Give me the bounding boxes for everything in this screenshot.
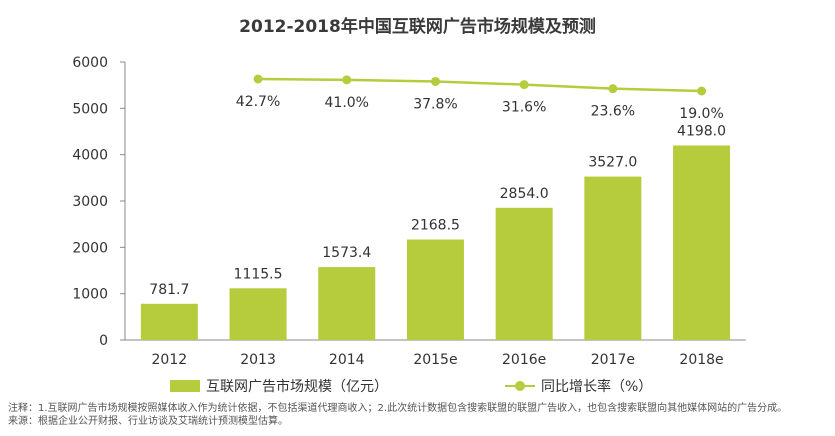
bar-value-label: 2168.5 [411,218,460,234]
chart-notes: 注释：1.互联网广告市场规模按照媒体收入作为统计依据，不包括渠道代理商收入；2.… [8,402,787,428]
growth-rate-label: 23.6% [591,104,635,120]
bar-2012 [140,303,198,340]
bar-value-label: 1115.5 [234,266,283,282]
bar-2014 [318,267,376,340]
y-tick-label: 5000 [72,101,108,117]
bar-2016e [495,207,553,340]
growth-rate-point [519,80,529,90]
y-tick-label: 3000 [72,194,108,210]
growth-rate-line [258,77,702,93]
note-line-1: 注释：1.互联网广告市场规模按照媒体收入作为统计依据，不包括渠道代理商收入；2.… [8,403,788,414]
x-tick-label: 2014 [329,352,365,368]
y-tick-label: 1000 [72,287,108,303]
bar-value-label: 1573.4 [322,245,371,261]
bar-2017e [584,176,642,340]
y-tick-label: 4000 [72,148,108,164]
note-line-2: 来源：根据企业公开财报、行业访谈及艾瑞统计预测模型估算。 [8,416,288,427]
growth-rate-label: 41.0% [325,95,369,111]
bar-2013 [229,288,287,340]
growth-rate-label: 31.6% [502,100,546,116]
growth-rate-point [608,84,618,94]
legend-bar: 互联网广告市场规模（亿元） [170,376,388,396]
y-tick-label: 0 [99,333,108,349]
chart-plot: 0 1000 2000 3000 4000 5000 6000 781.7 2012 1115.5… [72,55,746,368]
bar-value-label: 3527.0 [588,155,637,171]
growth-rate-label: 42.7% [236,94,280,110]
chart-title: 2012-2018年中国互联网广告市场规模及预测 [239,17,596,37]
bar-2018e [673,145,731,340]
x-tick-label: 2018e [679,352,723,368]
growth-rate-point [342,75,352,85]
bar-value-label: 781.7 [149,282,189,298]
x-tick-label: 2013 [240,352,276,368]
legend-bar-swatch [170,380,200,392]
x-tick-label: 2017e [591,352,635,368]
x-tick-label: 2012 [152,352,188,368]
x-tick-label: 2016e [502,352,546,368]
bar-2015e [406,239,464,340]
growth-rate-label: 19.0% [679,106,723,122]
growth-rate-point [253,74,263,84]
bar-value-label: 4198.0 [677,123,726,139]
x-tick-label: 2015e [413,352,457,368]
growth-rate-point [697,86,707,96]
growth-rate-point [430,76,440,86]
legend-line: 同比增长率（%） [505,376,652,396]
bar-value-label: 2854.0 [500,186,549,202]
growth-rate-label: 37.8% [413,96,457,112]
legend-line-swatch [505,380,535,392]
legend-bar-label: 互联网广告市场规模（亿元） [206,379,388,395]
legend-line-label: 同比增长率（%） [541,379,653,395]
y-tick-label: 6000 [72,55,108,71]
y-tick-label: 2000 [72,240,108,256]
